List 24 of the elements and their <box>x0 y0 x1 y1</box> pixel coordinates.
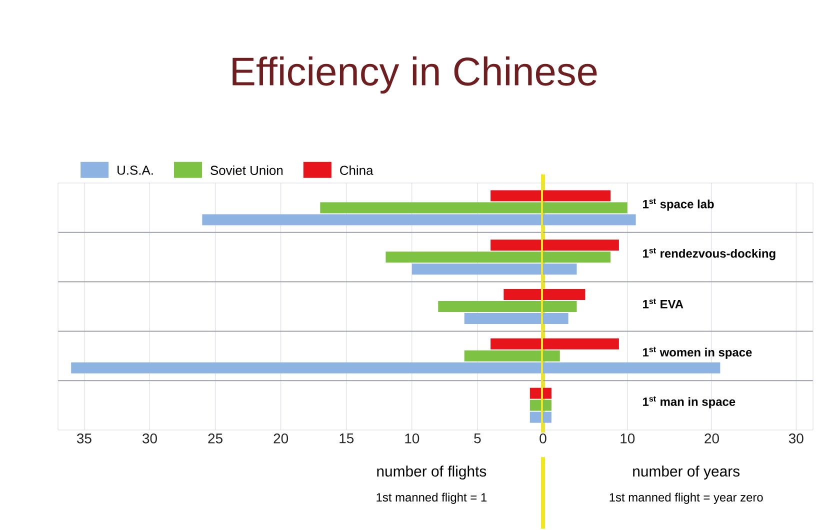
x-tick-label: 35 <box>76 434 92 444</box>
x-tick-label: 30 <box>788 434 804 444</box>
x-tick-label: 20 <box>274 434 288 444</box>
x-tick-label: 0 <box>540 434 546 444</box>
y-tick-label: 1$^{st}$ EVA <box>643 298 684 308</box>
chart-title: Efficiency in Chinese <box>232 56 597 94</box>
y-tick-label: 1$^{st}$ rendezvous-docking <box>643 248 776 260</box>
x-axis-title: number of years <box>633 466 740 480</box>
x-tick-label: 25 <box>208 434 222 444</box>
text: 1st manned flight = year zero <box>610 492 763 504</box>
y-tick-label: 1$^{st}$ space lab <box>643 198 714 211</box>
x-tick-label: 10 <box>405 434 420 444</box>
x-axis-title: number of flights <box>377 466 486 480</box>
x-tick-label: 20 <box>704 434 719 444</box>
y-tick-label: 1$^{st}$ women in space <box>643 346 752 359</box>
x-tick-label: 15 <box>340 434 354 444</box>
legend-label: U.S.A. <box>118 166 153 175</box>
legend-label: China <box>340 165 374 175</box>
x-tick-label: 5 <box>474 434 481 444</box>
text: 1st manned flight = 1 <box>376 492 487 504</box>
x-tick-label: 30 <box>142 434 157 444</box>
legend-label: Soviet Union <box>210 165 283 175</box>
x-tick-label: 10 <box>620 434 635 444</box>
y-tick-label: 1$^{st}$ man in space <box>643 396 736 408</box>
